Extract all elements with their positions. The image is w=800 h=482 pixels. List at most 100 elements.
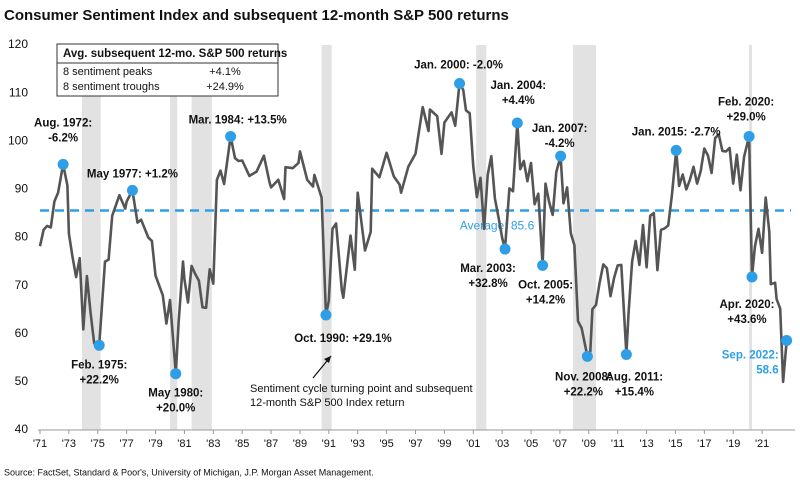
event-marker [537,259,549,271]
x-tick-label: '19 [726,438,740,450]
x-tick-label: '71 [33,438,47,450]
table-header: Avg. subsequent 12-mo. S&P 500 returns [63,48,287,60]
event-marker [781,334,793,346]
x-tick-label: '75 [91,438,105,450]
x-tick-label: '01 [466,438,480,450]
x-tick-label: '99 [437,438,451,450]
event-label: Mar. 2003: [460,263,516,275]
x-tick-label: '77 [119,438,133,450]
event-label: Oct. 2005: [518,279,573,291]
event-label: -6.2% [48,132,78,144]
event-label: +14.2% [526,294,565,306]
event-label: Apr. 2020: [720,299,775,311]
x-tick-label: '13 [639,438,653,450]
recession-band [81,45,101,430]
event-marker [581,350,593,362]
y-tick-label: 100 [8,133,28,147]
x-tick-label: '79 [148,438,162,450]
event-marker [320,309,332,321]
event-label: May 1977: +1.2% [87,168,178,180]
event-label: +32.8% [468,278,507,290]
y-tick-label: 110 [9,85,28,99]
event-label: 58.6 [756,365,778,377]
event-label: Jan. 2004: [491,80,547,92]
event-label: Oct. 1990: +29.1% [294,333,392,345]
x-tick-label: '15 [668,438,682,450]
event-label: +22.2% [80,374,119,386]
y-tick-label: 90 [15,182,29,196]
x-tick-label: '85 [235,438,249,450]
x-tick-label: '97 [408,438,422,450]
event-marker [93,339,105,351]
table-cell: +24.9% [206,81,244,93]
event-marker [511,117,523,129]
recession-band [476,45,487,430]
event-marker [225,130,237,142]
average-label: Average: 85.6 [460,219,535,233]
arrow-head [324,356,331,363]
event-label: Jan. 2000: -2.0% [414,60,503,72]
event-label: Aug. 1972: [34,117,92,129]
event-label: Feb. 2020: [718,96,774,108]
table-cell: 8 sentiment troughs [63,81,160,93]
event-marker [670,144,682,156]
event-label: -4.2% [545,138,575,150]
y-tick-label: 70 [15,278,29,292]
event-label: +29.0% [726,111,765,123]
note: Sentiment cycle turning point and subseq… [250,383,473,395]
event-marker [499,243,511,255]
y-tick-label: 80 [15,230,29,244]
event-label: Aug. 2011: [606,371,664,383]
x-tick-label: '83 [206,438,220,450]
table-cell: 8 sentiment peaks [63,66,153,78]
event-marker [170,368,182,380]
recession-band [169,45,178,430]
y-tick-label: 120 [8,37,28,51]
table-cell: +4.1% [209,66,241,78]
x-tick-label: '17 [697,438,711,450]
event-label: Mar. 1984: +13.5% [189,114,287,126]
y-tick-label: 60 [15,326,29,340]
x-tick-label: '09 [582,438,596,450]
chart-title: Consumer Sentiment Index and subsequent … [4,7,509,24]
event-label: +20.0% [156,403,195,415]
event-label: Sep. 2022: [722,350,779,362]
x-tick-label: '93 [351,438,365,450]
event-marker [454,78,466,89]
event-marker [743,130,755,142]
event-label: Feb. 1975: [71,359,127,371]
x-tick-label: '21 [755,438,769,450]
event-label: +43.6% [727,314,766,326]
event-marker [57,158,69,170]
x-tick-label: '95 [379,438,393,450]
event-marker [555,150,567,162]
x-tick-label: '03 [495,438,509,450]
sentiment-line [38,82,788,384]
x-tick-label: '11 [611,438,625,450]
event-label: May 1980: [148,388,203,400]
y-tick-label: 40 [15,422,29,436]
x-tick-label: '07 [553,438,567,450]
recession-band [191,45,212,430]
x-tick-label: '05 [524,438,538,450]
event-label: Nov. 2008: [555,371,612,383]
note: 12-month S&P 500 Index return [250,397,405,409]
event-marker [126,184,138,196]
event-label: +15.4% [615,386,654,398]
x-tick-label: '91 [322,438,336,450]
event-label: Jan. 2007: [532,123,588,135]
x-tick-label: '89 [293,438,307,450]
x-tick-label: '81 [177,438,191,450]
event-label: +4.4% [502,95,535,107]
table-box [56,43,279,97]
y-tick-label: 50 [15,374,29,388]
x-tick-label: '73 [62,438,76,450]
x-tick-label: '87 [264,438,278,450]
source: Source: FactSet, Standard & Poor's, Univ… [4,467,374,477]
recession-band [321,45,332,430]
event-label: +22.2% [564,386,603,398]
event-label: Jan. 2015: -2.7% [632,126,721,138]
event-marker [620,348,632,360]
event-marker [746,271,758,283]
